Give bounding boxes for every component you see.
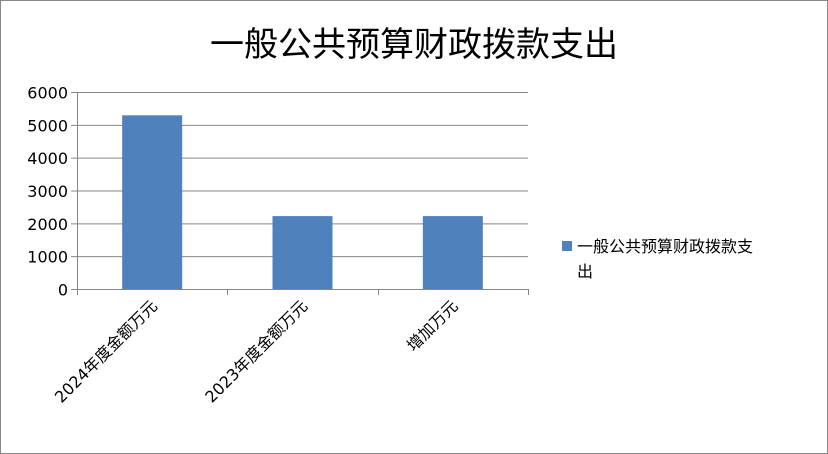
- y-tick-label: 6000: [27, 84, 68, 103]
- y-tick-label: 1000: [27, 248, 68, 267]
- y-tick-label: 2000: [27, 215, 68, 234]
- legend-label-line2: 出: [577, 262, 593, 281]
- x-tick-label: 2024年度金额万元: [51, 296, 161, 406]
- y-tick-label: 4000: [27, 149, 68, 168]
- bar: [422, 216, 483, 289]
- legend-label-line1: 一般公共预算财政拨款支: [577, 237, 753, 256]
- y-tick-label: 3000: [27, 182, 68, 201]
- y-tick-label: 5000: [27, 116, 68, 135]
- x-tick-label: 增加万元: [403, 296, 462, 355]
- y-tick-label: 0: [58, 281, 68, 300]
- chart-title: 一般公共预算财政拨款支出: [210, 25, 618, 65]
- x-tick-label: 2023年度金额万元: [201, 296, 311, 406]
- legend: 一般公共预算财政拨款支 出: [562, 237, 753, 281]
- bar: [122, 115, 183, 289]
- bar: [272, 216, 333, 289]
- legend-swatch: [562, 241, 572, 251]
